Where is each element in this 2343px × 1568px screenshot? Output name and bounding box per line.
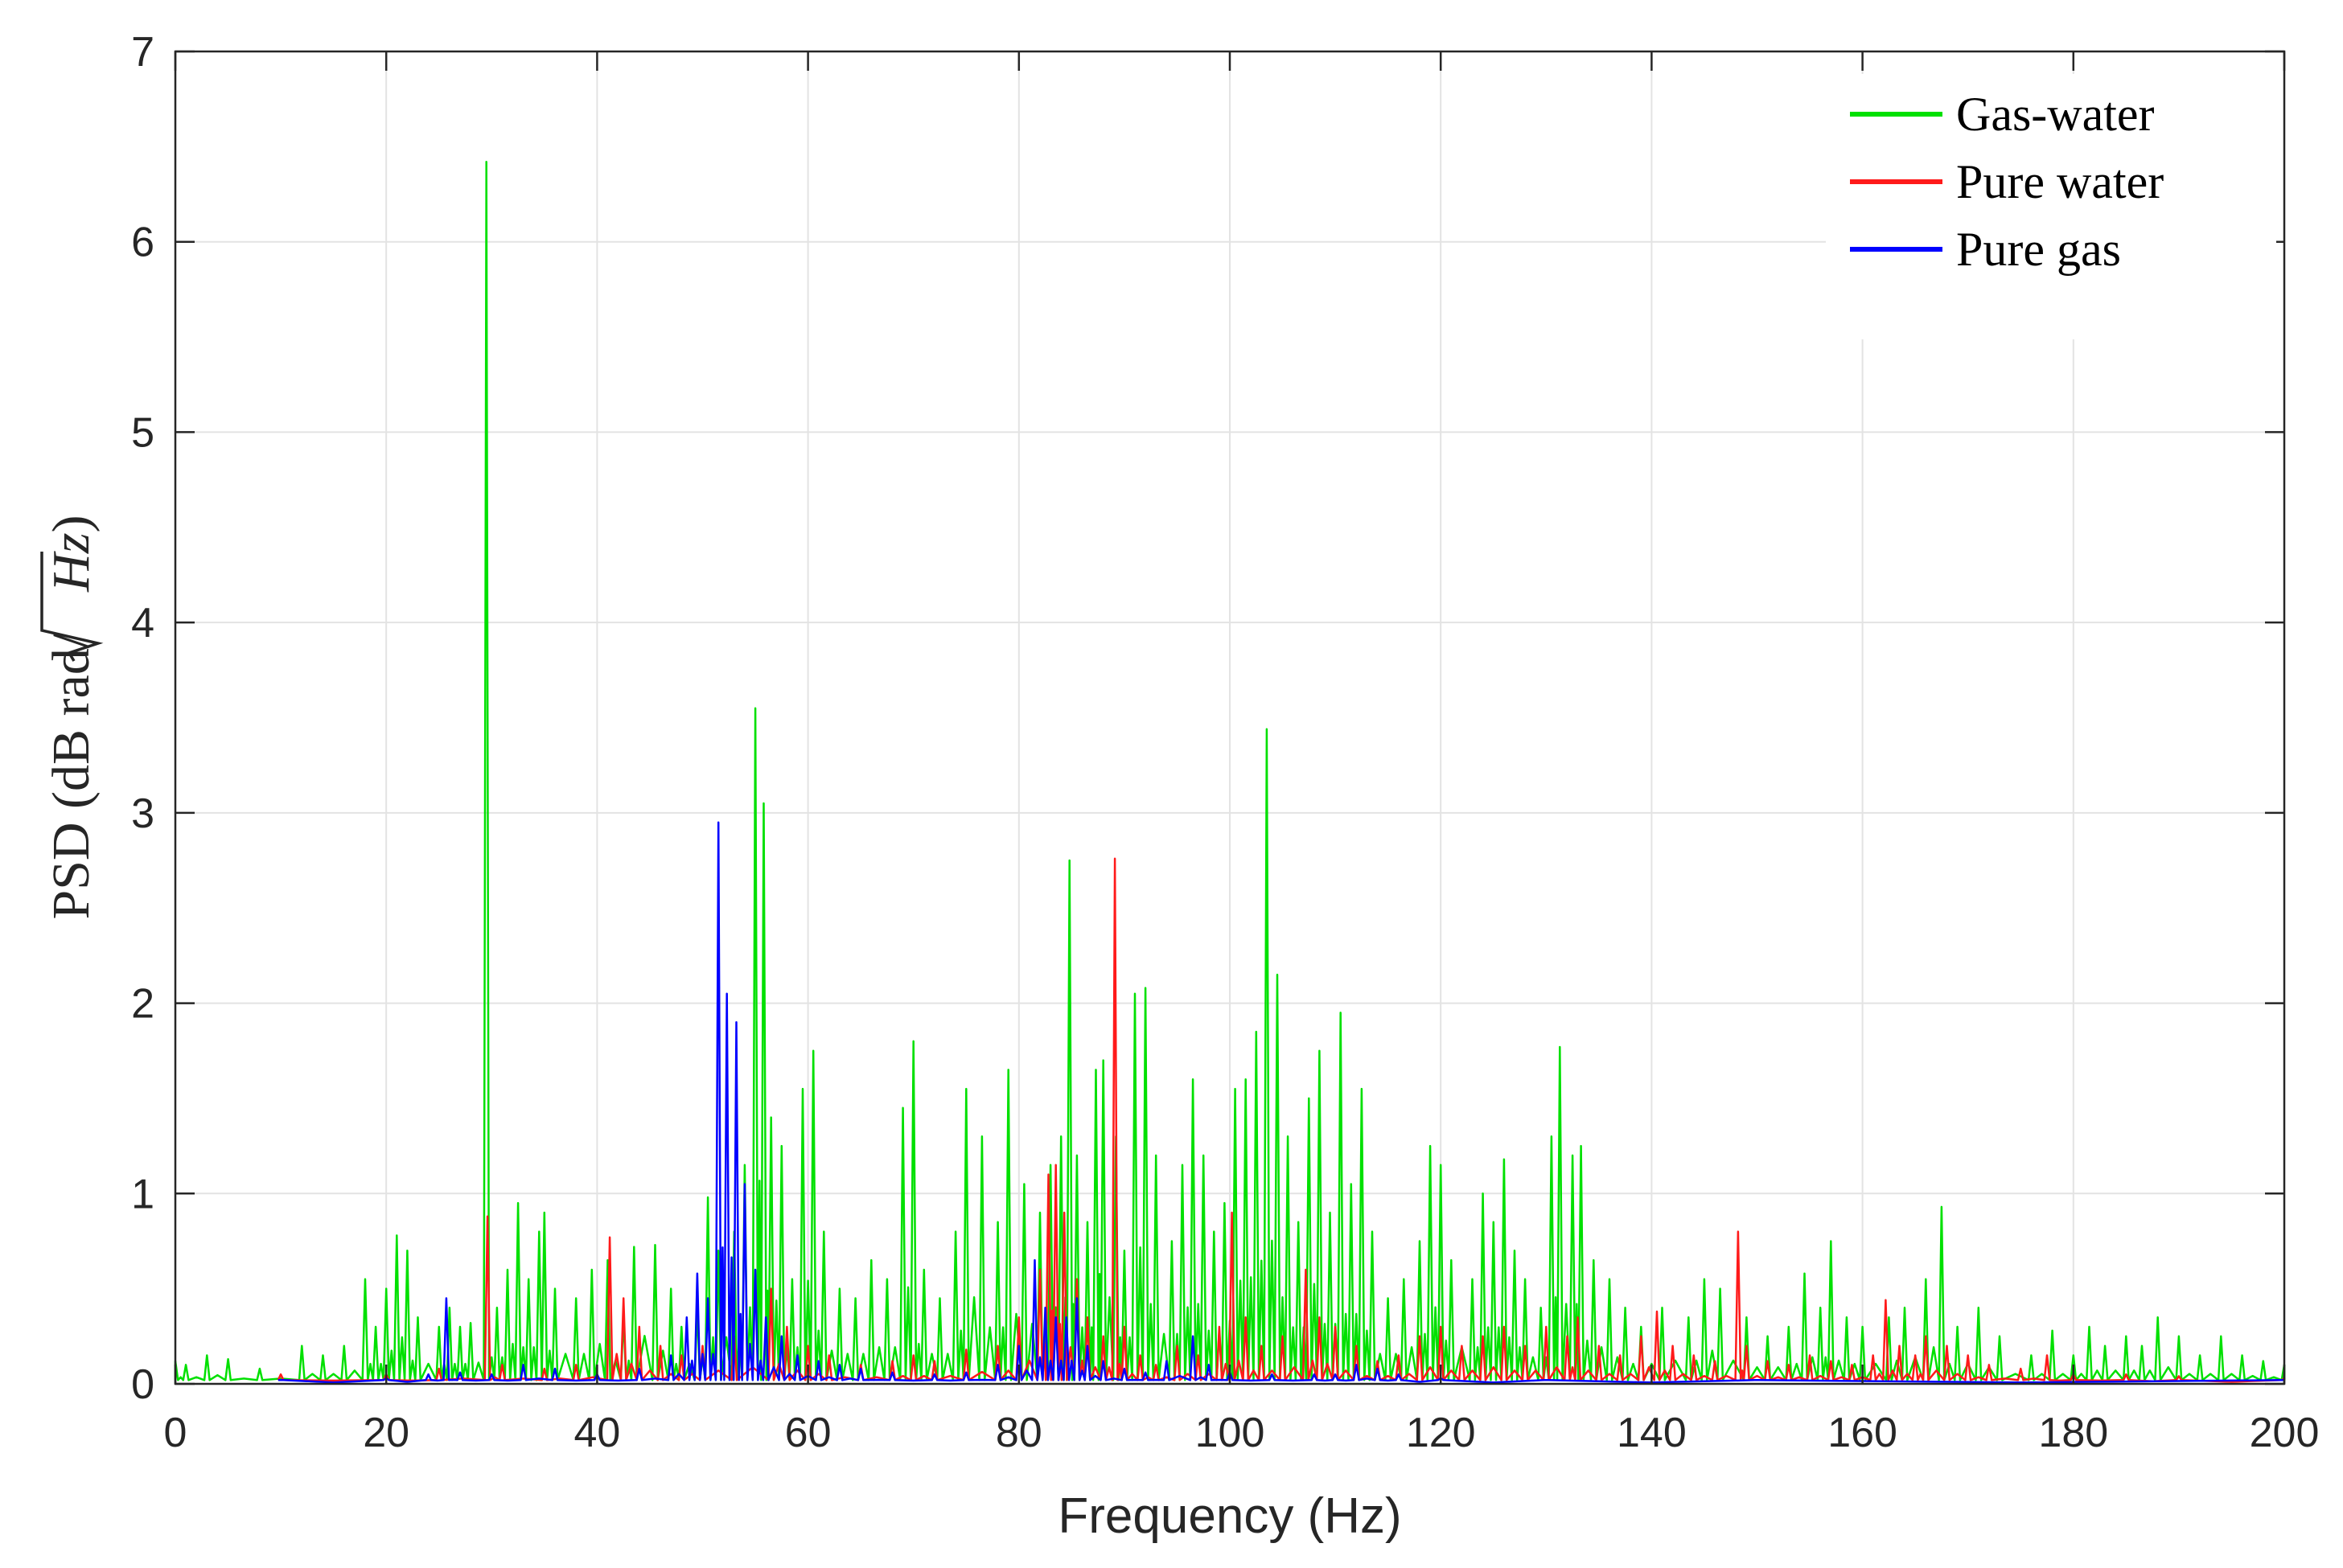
series-layer bbox=[174, 161, 2286, 1384]
series-pure-water bbox=[277, 857, 2286, 1383]
y-tick-label: 1 bbox=[131, 1171, 154, 1217]
y-tick-label: 7 bbox=[131, 29, 154, 76]
x-tick-label: 100 bbox=[1195, 1410, 1265, 1456]
y-tick-label: 2 bbox=[131, 981, 154, 1028]
x-tick-label: 40 bbox=[573, 1410, 620, 1456]
y-axis-title-close: ) bbox=[42, 515, 101, 532]
series-line bbox=[174, 161, 2286, 1381]
series-line bbox=[277, 821, 2284, 1384]
x-tick-label: 60 bbox=[785, 1410, 832, 1456]
sqrt-symbol bbox=[40, 552, 104, 662]
y-axis-title-radicand: Hz bbox=[42, 532, 101, 592]
x-axis-title: Frequency (Hz) bbox=[1058, 1488, 1401, 1544]
legend-box bbox=[1826, 74, 2276, 339]
x-tick-label: 200 bbox=[2250, 1410, 2320, 1456]
y-tick-label: 6 bbox=[131, 220, 154, 266]
x-tick-label: 180 bbox=[2038, 1410, 2108, 1456]
svg-text:PSD (dB rad/Hz): PSD (dB rad/Hz) bbox=[42, 515, 101, 919]
x-tick-label: 0 bbox=[164, 1410, 187, 1456]
legend-label: Gas-water bbox=[1956, 88, 2155, 141]
legend-label: Pure gas bbox=[1956, 223, 2121, 276]
legend-label: Pure water bbox=[1956, 155, 2164, 208]
ticks bbox=[174, 50, 2286, 1385]
x-tick-label: 140 bbox=[1617, 1410, 1687, 1456]
series-gas-water bbox=[174, 161, 2286, 1381]
x-tick-label: 80 bbox=[996, 1410, 1042, 1456]
y-tick-label: 4 bbox=[131, 600, 154, 646]
legend: Gas-water Pure water Pure gas bbox=[1826, 74, 2276, 339]
x-tick-label: 120 bbox=[1406, 1410, 1476, 1456]
x-tick-label: 20 bbox=[363, 1410, 409, 1456]
y-tick-label: 0 bbox=[131, 1361, 154, 1408]
y-tick-label: 3 bbox=[131, 790, 154, 837]
tick-labels: 0 20 40 60 80 100 120 140 160 180 200 0 1 2 3 4 5 6 7 bbox=[131, 29, 2319, 1456]
series-line bbox=[277, 857, 2286, 1383]
y-axis-title: PSD (dB rad/Hz) bbox=[40, 515, 104, 920]
x-tick-label: 160 bbox=[1827, 1410, 1897, 1456]
y-axis-title-text: PSD (dB rad/ bbox=[42, 633, 101, 919]
y-tick-label: 5 bbox=[131, 409, 154, 456]
